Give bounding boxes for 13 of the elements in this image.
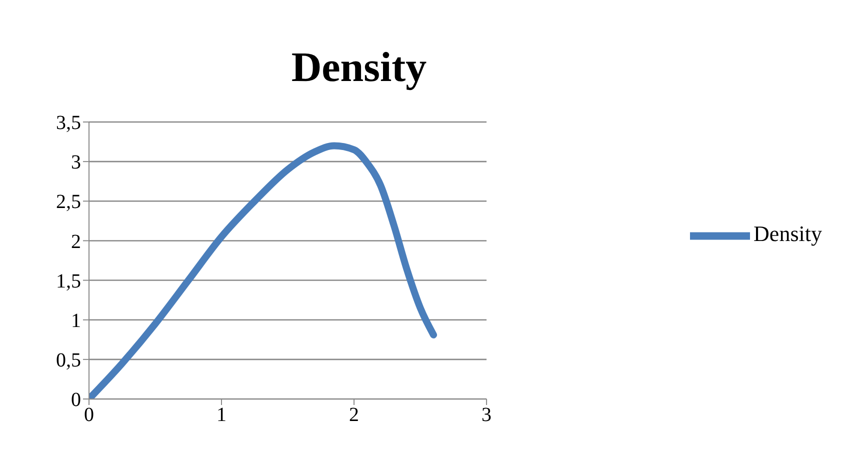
y-tick-label: 1,5 bbox=[56, 270, 81, 292]
y-tick-label: 3,5 bbox=[56, 112, 81, 134]
y-tick-label: 0 bbox=[71, 389, 81, 412]
chart-title: Density bbox=[290, 44, 428, 92]
y-tick-label: 2 bbox=[71, 230, 81, 253]
y-tick-label: 2,5 bbox=[56, 191, 81, 214]
y-tick-label: 0,5 bbox=[56, 350, 81, 372]
x-tick-label: 2 bbox=[349, 404, 360, 426]
y-tick-label: 1 bbox=[71, 310, 81, 332]
y-tick-label: 3 bbox=[71, 152, 81, 174]
x-tick-label: 1 bbox=[216, 404, 227, 426]
legend-label: Density bbox=[754, 221, 822, 246]
x-tick-label: 3 bbox=[482, 404, 492, 426]
